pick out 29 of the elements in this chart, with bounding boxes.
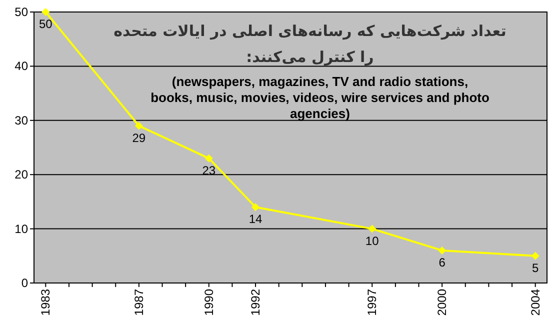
x-tick-label: 2000 xyxy=(435,288,450,316)
point xyxy=(134,122,143,130)
point xyxy=(438,246,446,254)
y-tick-label: 50 xyxy=(14,5,28,19)
data-label: 6 xyxy=(438,255,446,270)
data-label: 50 xyxy=(38,17,53,31)
x-tick-label: 2004 xyxy=(528,288,542,316)
y-tick-label: 30 xyxy=(14,113,28,128)
x-tick-label: 1997 xyxy=(365,288,380,316)
point xyxy=(204,154,213,162)
point xyxy=(531,252,540,260)
y-tick-label: 0 xyxy=(21,276,28,290)
y-tick-label: 10 xyxy=(14,222,28,236)
x-tick-label: 1987 xyxy=(132,288,146,316)
point xyxy=(42,8,50,16)
point xyxy=(368,224,376,233)
data-label: 10 xyxy=(365,234,380,248)
x-tick-label: 1992 xyxy=(248,288,263,316)
y-tick-label: 20 xyxy=(14,168,28,182)
data-label: 29 xyxy=(132,130,146,145)
x-tick-label: 1983 xyxy=(38,288,53,316)
text: تعداد شرکت‌هایی که رسانه‌های اصلی در ایالات متحده را کنترل می‌کنند: xyxy=(112,21,508,68)
data-label: 23 xyxy=(202,163,216,178)
y-tick-label: 40 xyxy=(14,59,28,74)
data-label: 5 xyxy=(532,260,539,275)
text: (newspapers, magazines, TV and radio stations, books, music, movies, videos, wire services and photo agencies) xyxy=(150,74,490,122)
x-tick-label: 1990 xyxy=(202,288,216,316)
point xyxy=(252,203,260,212)
data-label: 14 xyxy=(248,212,263,226)
